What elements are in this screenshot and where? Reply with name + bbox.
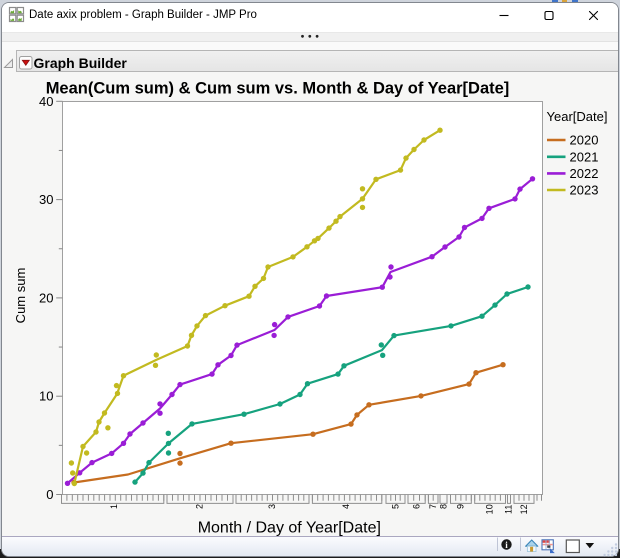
svg-text:20: 20 <box>39 290 53 305</box>
svg-text:8: 8 <box>439 504 449 509</box>
svg-text:2020: 2020 <box>570 133 599 148</box>
svg-text:2: 2 <box>195 504 205 509</box>
svg-text:0: 0 <box>46 487 53 502</box>
svg-text:2022: 2022 <box>570 166 599 181</box>
svg-text:7: 7 <box>428 504 438 509</box>
svg-text:5: 5 <box>391 504 401 509</box>
svg-text:12: 12 <box>519 504 529 514</box>
svg-text:10: 10 <box>39 389 53 404</box>
svg-text:2021: 2021 <box>570 149 599 164</box>
svg-text:6: 6 <box>411 504 421 509</box>
svg-text:4: 4 <box>341 504 351 509</box>
svg-text:2023: 2023 <box>570 183 599 198</box>
svg-text:Cum sum: Cum sum <box>13 268 28 324</box>
svg-text:Year[Date]: Year[Date] <box>547 109 608 124</box>
svg-text:10: 10 <box>485 504 495 514</box>
svg-text:30: 30 <box>39 192 53 207</box>
svg-text:40: 40 <box>39 94 53 109</box>
svg-text:3: 3 <box>267 504 277 509</box>
svg-text:11: 11 <box>504 505 514 514</box>
svg-text:1: 1 <box>109 504 119 509</box>
svg-text:9: 9 <box>456 504 466 509</box>
svg-text:i: i <box>505 540 508 550</box>
svg-text:Month / Day of Year[Date]: Month / Day of Year[Date] <box>198 520 381 537</box>
svg-text:Mean(Cum sum) & Cum sum vs. Mo: Mean(Cum sum) & Cum sum vs. Month & Day … <box>46 80 510 98</box>
